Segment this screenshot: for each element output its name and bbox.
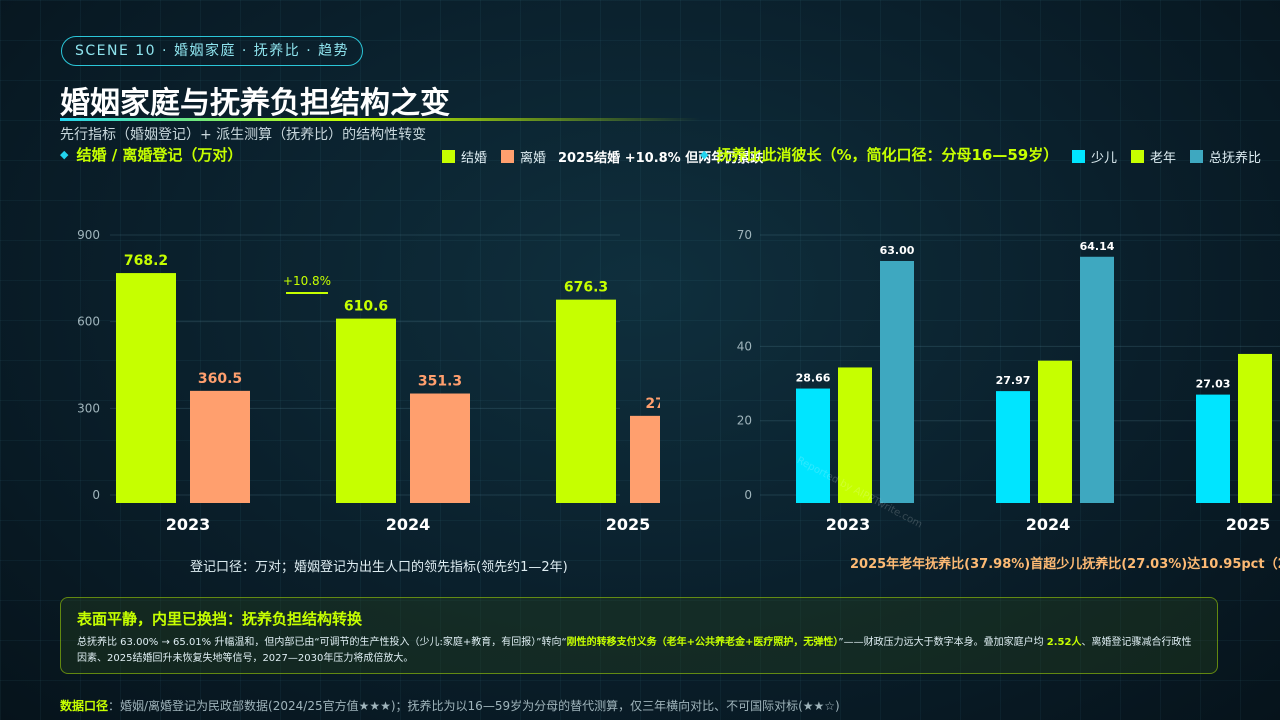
footer-note: 数据口径：婚姻/离婚登记为民政部数据(2024/25官方值★★★)；抚养比为以1… [60,697,840,714]
callout-text-2: ”——财政压力远大于数字本身。叠加家庭户均 [838,637,1047,648]
data-label: 27.97 [996,374,1031,387]
legend-swatch-youth [1072,150,1085,163]
callout-text-1: 总抚养比 63.00% → 65.01% 升幅温和，但内部已由“可调节的生产性投… [77,637,567,648]
footer-label: 数据口径 [60,699,109,713]
page-subtitle: 先行指标（婚姻登记）+ 派生测算（抚养比）的结构性转变 [60,127,427,143]
legend-label-elderly: 老年 [1150,151,1177,166]
legend-swatch-elderly [1131,150,1145,163]
dependency-ratio-chart: 0 20 40 70 28.66 63.00 2023 27.97 64.14 2024 27.03… [737,228,1280,534]
marriage-divorce-chart: 0 300 600 900 768.2 360.5 2023 610.6 351.3 2024 67… [77,228,660,534]
x-category-label: 2025 [1226,515,1271,534]
diamond-icon: ◆ [60,148,69,161]
right-panel-note: 2025年老年抚养比(37.98%)首超少儿抚养比(27.03%)达10.95p… [850,557,1280,572]
data-label: 360.5 [198,371,242,387]
callout-highlight-2: 2.52人 [1046,637,1082,648]
left-panel-title-text: 结婚 / 离婚登记（万对） [76,146,243,164]
y-tick-label: 900 [77,228,100,242]
legend-item-youth: 少儿 [1072,147,1117,166]
left-badge: 2025结婚 +10.8% 但两年仍累跌 [558,151,764,166]
y-tick-label: 20 [737,414,752,428]
x-category-label: 2023 [166,515,211,534]
x-category-label: 2024 [1026,515,1071,534]
callout-body: 总抚养比 63.00% → 65.01% 升幅温和，但内部已由“可调节的生产性投… [77,635,1201,667]
growth-annotation: +10.8% [283,274,331,288]
data-label: 63.00 [880,244,915,257]
bar-2025-离婚 [630,415,660,503]
bar-2024-老年 [1038,360,1072,503]
footer-text: ：婚姻/离婚登记为民政部数据(2024/25官方值★★★)；抚养比为以16—59… [108,699,840,713]
bar-2023-离婚 [190,390,250,503]
callout-title: 表面平静，内里已换挡：抚养负担结构转换 [77,610,363,628]
insight-callout: 表面平静，内里已换挡：抚养负担结构转换 总抚养比 63.00% → 65.01%… [60,597,1218,674]
y-tick-label: 70 [737,228,752,242]
left-legend: 结婚 离婚 [442,147,546,166]
page-title: 婚姻家庭与抚养负担结构之变 [60,86,450,121]
legend-label-divorce: 离婚 [520,151,547,166]
data-label: 274 [645,396,660,412]
data-label: 28.66 [796,372,831,385]
legend-label-total: 总抚养比 [1209,151,1262,166]
x-category-label: 2023 [826,515,871,534]
scene-label: SCENE 10 · 婚姻家庭 · 抚养比 · 趋势 [61,36,364,66]
right-panel-title: ◆ 抚养比此消彼长（%，简化口径：分母16—59岁） [700,144,1058,165]
diamond-icon: ◆ [700,148,709,161]
right-panel-title-text: 抚养比此消彼长（%，简化口径：分母16—59岁） [716,146,1059,164]
data-label: 27.03 [1196,378,1231,391]
legend-swatch-divorce [501,150,515,163]
y-tick-label: 300 [77,401,100,415]
right-legend: 少儿 老年 总抚养比 [1072,147,1261,166]
data-label: 64.14 [1080,240,1115,253]
legend-swatch-marriage [442,150,455,163]
bar-2024-少儿 [996,391,1030,503]
y-tick-label: 40 [737,339,752,353]
y-tick-label: 600 [77,315,100,329]
y-tick-label: 0 [92,488,100,502]
legend-item-elderly: 老年 [1131,147,1176,166]
bar-2025-少儿 [1196,394,1230,503]
y-tick-label: 0 [744,488,752,502]
legend-item-divorce: 离婚 [501,147,546,166]
bar-2025-老年 [1238,353,1272,503]
bar-2023-总抚养比 [880,261,914,503]
data-label: 351.3 [418,374,462,390]
bar-2024-结婚 [336,318,396,503]
bar-2023-少儿 [796,388,830,503]
callout-highlight-1: 刚性的转移支付义务（老年+公共养老金+医疗照护，无弹性） [566,637,839,648]
bar-2023-老年 [838,367,872,503]
legend-item-total: 总抚养比 [1190,147,1261,166]
legend-item-marriage: 结婚 [442,147,487,166]
x-category-label: 2024 [386,515,431,534]
bar-2023-结婚 [116,273,176,503]
legend-label-marriage: 结婚 [461,151,488,166]
legend-swatch-total [1190,150,1204,163]
left-panel-title: ◆ 结婚 / 离婚登记（万对） [60,144,242,165]
bar-2024-离婚 [410,393,470,503]
callout-text-3: 、离婚登记骤减合行政性因素、2025结婚回升未恢复失地等信号，2027—2030… [77,637,1192,664]
left-panel-note: 登记口径：万对；婚姻登记为出生人口的领先指标(领先约1—2年) [190,560,568,575]
x-category-label: 2025 [606,515,651,534]
bar-2024-总抚养比 [1080,256,1114,503]
title-underline [60,118,700,121]
data-label: 768.2 [124,253,168,269]
data-label: 676.3 [564,280,608,296]
bar-2025-结婚 [556,299,616,503]
legend-label-youth: 少儿 [1091,151,1118,166]
data-label: 610.6 [344,299,388,315]
